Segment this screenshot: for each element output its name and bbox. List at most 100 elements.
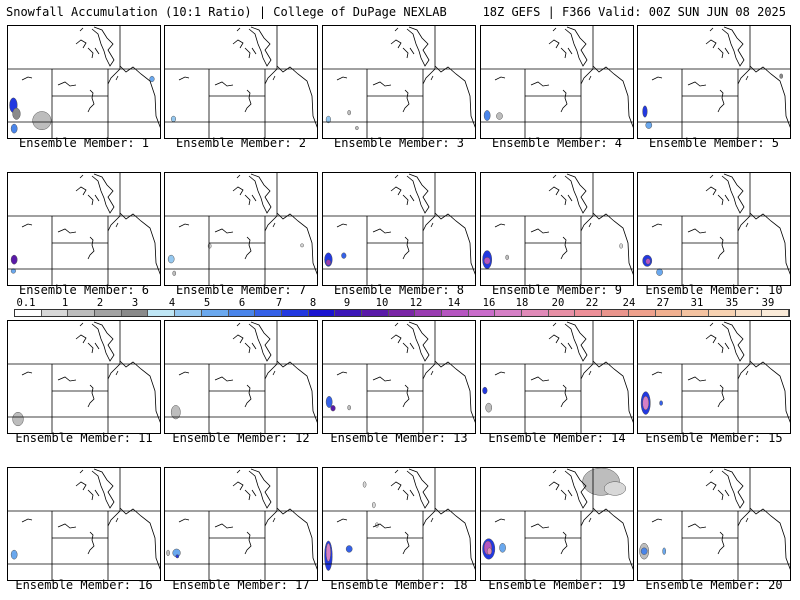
boundary-line (232, 334, 244, 344)
snow-area (175, 554, 180, 559)
colorbar-swatch (361, 310, 389, 316)
boundary-line (721, 26, 745, 67)
boundary-line (87, 384, 95, 408)
colorbar-swatch (201, 310, 229, 316)
boundary-line (745, 222, 749, 228)
colorbar-tick-label: 7 (275, 297, 283, 309)
boundary-line (336, 371, 348, 376)
map-svg (481, 321, 633, 433)
boundary-line (272, 222, 276, 228)
colorbar-swatch (762, 310, 789, 316)
boundary-line (232, 39, 244, 49)
boundary-line (75, 39, 87, 49)
boundary-line (749, 360, 790, 423)
colorbar-swatch (41, 310, 69, 316)
map-panel-member-12 (164, 320, 318, 434)
boundary-line (705, 186, 717, 196)
boundary-line (705, 39, 717, 49)
member-caption: Ensemble Member: 18 (330, 578, 468, 592)
member-caption: Ensemble Member: 4 (491, 136, 623, 150)
colorbar-swatch (335, 310, 362, 316)
boundary-line (75, 186, 87, 196)
boundary-line (592, 65, 633, 128)
boundary-line (422, 363, 436, 380)
boundary-line (406, 468, 430, 509)
boundary-line (115, 517, 119, 523)
boundary-line (717, 342, 724, 354)
snow-area (656, 268, 663, 276)
colorbar-tick-label: 16 (482, 297, 496, 309)
boundary-line (567, 342, 573, 350)
boundary-line (409, 194, 415, 202)
snow-area (10, 549, 18, 560)
boundary-line (567, 47, 573, 55)
boundary-line (91, 173, 115, 214)
map-svg (638, 321, 790, 433)
snow-area (505, 254, 509, 260)
boundary-line (560, 89, 568, 113)
boundary-line (651, 76, 663, 81)
boundary-line (390, 39, 402, 49)
colorbar-swatch (68, 310, 96, 316)
colorbar-swatch (495, 310, 523, 316)
colorbar-swatch (121, 310, 149, 316)
boundary-line (560, 342, 567, 354)
snow-area (485, 402, 493, 413)
member-caption: Ensemble Member: 11 (15, 431, 153, 445)
map-panel-member-4 (480, 25, 634, 139)
snow-area (300, 243, 304, 248)
boundary-line (560, 194, 567, 206)
boundary-line (402, 384, 410, 408)
boundary-line (588, 75, 592, 81)
snow-area (170, 405, 181, 420)
boundary-line (272, 75, 276, 81)
boundary-line (21, 223, 33, 228)
colorbar-tick-label: 9 (343, 297, 351, 309)
boundary-line (115, 75, 119, 81)
member-caption: Ensemble Member: 10 (645, 283, 783, 297)
boundary-line (749, 507, 790, 570)
snow-area (362, 481, 367, 488)
colorbar-swatch (308, 310, 336, 316)
boundary-line (276, 507, 317, 570)
snow-area (167, 254, 175, 264)
boundary-line (402, 236, 410, 260)
boundary-line (567, 194, 573, 202)
colorbar-swatch (175, 310, 202, 316)
colorbar-swatch (655, 310, 683, 316)
boundary-line (494, 371, 506, 376)
snow-area (483, 257, 491, 265)
snow-area (486, 547, 493, 555)
snow-area (645, 258, 651, 265)
map-panel-member-8 (322, 172, 476, 286)
boundary-line (494, 223, 506, 228)
boundary-line (21, 76, 33, 81)
boundary-line (548, 186, 560, 196)
colorbar-legend: 0.1 1 2 3 4 5 6 7 8 9 10 12 14 16 18 20 22 24 27 31 35 39 (6, 297, 790, 319)
boundary-line (737, 363, 751, 380)
colorbar-swatch (388, 310, 416, 316)
boundary-line (394, 174, 399, 179)
boundary-line (21, 371, 33, 376)
boundary-line (394, 27, 399, 32)
colorbar-swatch (708, 310, 736, 316)
boundary-line (214, 523, 234, 529)
boundary-line (717, 236, 725, 260)
boundary-line (552, 469, 557, 474)
map-panel-member-18 (322, 467, 476, 581)
snow-area (10, 254, 18, 265)
snow-area (325, 259, 331, 266)
member-caption: Ensemble Member: 16 (15, 578, 153, 592)
colorbar-swatch (468, 310, 496, 316)
boundary-line (705, 481, 717, 491)
map-svg (165, 321, 317, 433)
snow-area (330, 405, 336, 412)
colorbar-swatch (255, 310, 282, 316)
boundary-line (717, 47, 724, 59)
map-panel-member-3 (322, 25, 476, 139)
boundary-line (530, 81, 550, 87)
boundary-line (57, 228, 77, 234)
boundary-line (724, 342, 730, 350)
boundary-line (434, 360, 475, 423)
member-caption: Ensemble Member: 1 (18, 136, 150, 150)
